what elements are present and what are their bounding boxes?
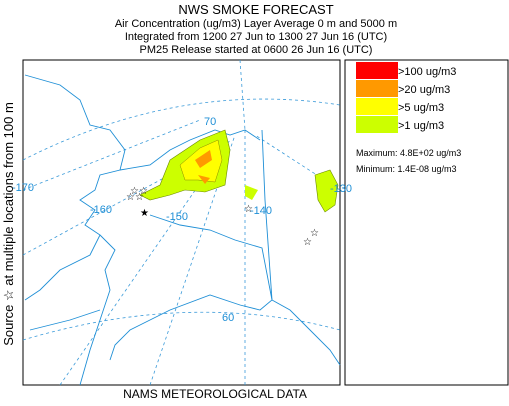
- legend-swatch: [356, 80, 398, 97]
- svg-text:☆☆: ☆☆: [126, 192, 144, 203]
- legend-swatch: [356, 116, 398, 133]
- map-frame: [22, 59, 341, 386]
- legend-label: >100 ug/m3: [398, 66, 456, 78]
- svg-text:☆: ☆: [303, 237, 312, 248]
- legend-swatch: [356, 62, 398, 79]
- legend-minimum: Minimum: 1.4E-08 ug/m3: [356, 164, 457, 174]
- legend-label: >5 ug/m3: [398, 102, 444, 114]
- svg-text:★: ★: [140, 208, 149, 219]
- legend-label: >1 ug/m3: [398, 120, 444, 132]
- legend-maximum: Maximum: 4.8E+02 ug/m3: [356, 148, 461, 158]
- svg-text:☆: ☆: [244, 204, 253, 215]
- map-label: -140: [250, 205, 272, 217]
- svg-text:☆: ☆: [310, 228, 319, 239]
- map-label: 60: [222, 312, 234, 324]
- footer: NAMS METEOROLOGICAL DATA: [123, 387, 307, 401]
- subtitle: PM25 Release started at 0600 26 Jun 16 (…: [140, 44, 373, 56]
- map: ☆☆☆☆★ ☆☆☆ 70 -170 -160 -150 -140 -130 60: [12, 59, 352, 386]
- svg-text:☆☆: ☆☆: [130, 186, 148, 197]
- side-label: Source ☆ at multiple locations from 100 …: [1, 102, 16, 346]
- legend-frame: [344, 59, 509, 386]
- subtitle: Air Concentration (ug/m3) Layer Average …: [115, 18, 397, 30]
- subtitle: Integrated from 1200 27 Jun to 1300 27 J…: [125, 31, 387, 43]
- legend-label: >20 ug/m3: [398, 84, 450, 96]
- map-label: -130: [330, 183, 352, 195]
- map-label: -170: [12, 182, 34, 194]
- map-label: -160: [90, 204, 112, 216]
- map-label: -150: [166, 211, 188, 223]
- legend: >100 ug/m3 >20 ug/m3 >5 ug/m3 >1 ug/m3: [356, 62, 456, 133]
- map-label: 70: [204, 116, 216, 128]
- legend-swatch: [356, 98, 398, 115]
- title: NWS SMOKE FORECAST: [178, 2, 333, 17]
